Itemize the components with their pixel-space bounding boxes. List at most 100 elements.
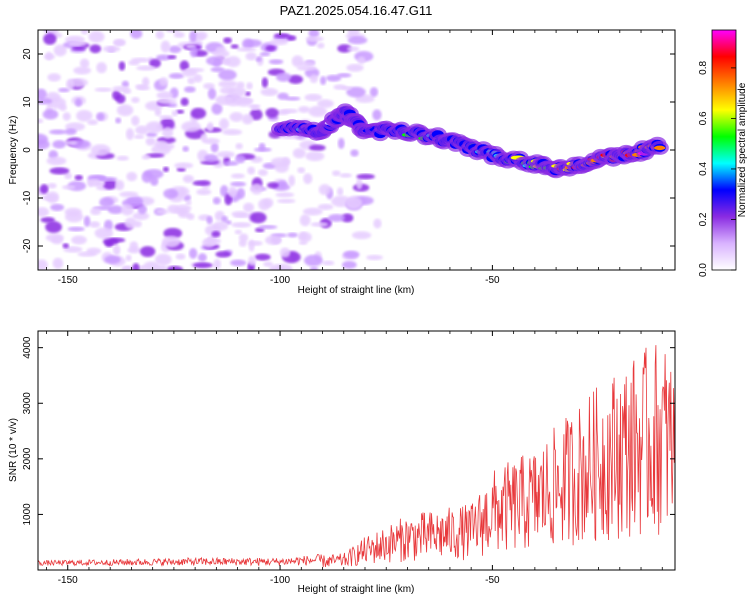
noise-blob	[373, 218, 382, 229]
noise-blob	[156, 91, 174, 100]
noise-blob	[337, 137, 345, 149]
noise-blob	[167, 55, 177, 60]
noise-blob	[275, 109, 290, 116]
noise-blob	[231, 222, 252, 228]
noise-blob	[342, 260, 357, 269]
noise-blob	[257, 169, 268, 176]
snr-y-label: SNR (10 * v/v)	[8, 418, 19, 482]
noise-blob	[216, 151, 235, 158]
noise-blob	[277, 180, 288, 189]
noise-blob	[89, 44, 102, 54]
spectrogram-y-ticks: -20 -10 0 10 20	[22, 48, 675, 253]
y-tick-label: -10	[22, 190, 33, 205]
noise-blob	[317, 42, 325, 49]
noise-blob	[175, 109, 185, 114]
noise-blob	[64, 128, 77, 135]
noise-blob	[128, 60, 140, 66]
noise-blob	[122, 88, 132, 94]
noise-blob	[305, 36, 324, 42]
noise-blob	[52, 140, 66, 149]
noise-blob	[162, 235, 181, 248]
x-tick-label: -150	[58, 275, 78, 286]
noise-blob	[248, 255, 256, 266]
noise-blob	[62, 112, 71, 121]
noise-blob	[96, 112, 105, 121]
noise-blob	[337, 187, 344, 196]
noise-blob	[261, 77, 269, 88]
noise-blob	[121, 80, 130, 88]
noise-blob	[222, 128, 243, 136]
noise-blob	[180, 97, 189, 107]
noise-blob	[260, 88, 279, 97]
noise-blob	[43, 33, 57, 45]
noise-blob	[327, 213, 346, 222]
noise-blob	[182, 175, 194, 183]
snr-y-ticks: 1000 2000 3000 4000	[22, 336, 675, 526]
noise-blob	[309, 74, 318, 84]
noise-blob	[357, 56, 366, 65]
noise-blob	[74, 174, 84, 181]
snr-x-label: Height of straight line (km)	[298, 584, 415, 595]
noise-blob	[75, 98, 82, 107]
noise-blob	[337, 44, 352, 53]
noise-blob	[258, 198, 271, 211]
noise-blob	[223, 37, 232, 44]
noise-blob	[238, 233, 249, 242]
noise-blob	[215, 46, 227, 53]
noise-blob	[137, 204, 148, 215]
noise-blob	[230, 173, 245, 179]
noise-blob	[145, 121, 164, 134]
noise-blob	[149, 58, 161, 68]
noise-blob	[339, 173, 352, 178]
noise-blob	[299, 61, 315, 67]
noise-blob	[38, 88, 47, 100]
noise-blob	[132, 263, 140, 270]
noise-blob	[297, 167, 306, 174]
noise-blob	[79, 58, 90, 69]
colorbar-tick-label: 0.8	[698, 61, 709, 75]
noise-blob	[159, 115, 173, 120]
noise-blob	[322, 260, 335, 266]
noise-blob	[235, 96, 253, 107]
noise-blob	[104, 255, 121, 264]
noise-blob	[346, 63, 364, 72]
noise-blob	[265, 235, 282, 245]
noise-blob	[182, 146, 190, 152]
noise-blob	[343, 250, 360, 259]
noise-blob	[356, 177, 363, 190]
noise-blob	[356, 173, 375, 180]
y-tick-label: 10	[22, 96, 33, 108]
noise-blob	[224, 160, 239, 166]
colorbar: 0.0 0.2 0.4 0.6 0.8 Normalized spectral ampl…	[698, 29, 748, 277]
noise-blob	[151, 144, 171, 156]
noise-blob	[218, 69, 237, 81]
noise-blob	[119, 191, 139, 198]
noise-blob	[162, 126, 174, 139]
noise-blob	[168, 45, 182, 54]
colorbar-label: Normalized spectral amplitude	[737, 82, 748, 217]
noise-blob	[244, 39, 262, 48]
noise-blob	[145, 131, 158, 138]
noise-blob	[255, 56, 262, 62]
noise-blob	[249, 212, 267, 224]
noise-blob	[248, 239, 255, 252]
noise-blob	[58, 87, 70, 93]
noise-blob	[154, 253, 172, 266]
y-tick-label: 20	[22, 48, 33, 60]
noise-blob	[46, 156, 67, 166]
noise-blob	[116, 155, 129, 161]
noise-blob	[159, 77, 168, 87]
noise-blob	[206, 216, 213, 225]
noise-blob	[351, 231, 372, 240]
spectrogram-y-label: Frequency (Hz)	[8, 116, 19, 185]
noise-blob	[89, 221, 101, 228]
noise-blob	[263, 261, 273, 267]
noise-blob	[298, 106, 310, 113]
noise-blob	[318, 184, 331, 196]
noise-blob	[317, 99, 334, 108]
noise-blob	[345, 197, 363, 209]
noise-blob	[86, 247, 102, 255]
noise-blob	[372, 109, 382, 121]
noise-blob	[250, 183, 263, 195]
noise-blob	[369, 87, 379, 97]
